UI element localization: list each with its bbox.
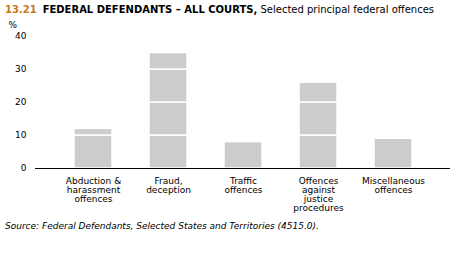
svg-text:Miscellaneousoffences: Miscellaneousoffences	[362, 176, 425, 195]
svg-text:20: 20	[15, 97, 27, 107]
svg-text:Abduction &harassmentoffences: Abduction &harassmentoffences	[66, 176, 121, 204]
html-text:Source: Federal Defendants, Se: Source: Federal Defendants, Selected Sta…	[5, 221, 319, 231]
svg-text:10: 10	[15, 130, 27, 140]
svg-text:%: %	[9, 20, 18, 30]
svg-text:0: 0	[21, 163, 27, 173]
svg-text:Trafficoffences: Trafficoffences	[224, 176, 262, 195]
svg-text:40: 40	[15, 31, 27, 41]
html-text:FEDERAL DEFENDANTS – ALL COURT: FEDERAL DEFENDANTS – ALL COURTS, Selecte…	[42, 4, 434, 15]
svg-text:Offencesagainstjusticeprocedur: Offencesagainstjusticeprocedures	[293, 176, 344, 213]
svg-text:Fraud,deception: Fraud,deception	[146, 176, 191, 195]
html-text:13.21: 13.21	[5, 4, 37, 15]
svg-text:30: 30	[15, 64, 27, 74]
